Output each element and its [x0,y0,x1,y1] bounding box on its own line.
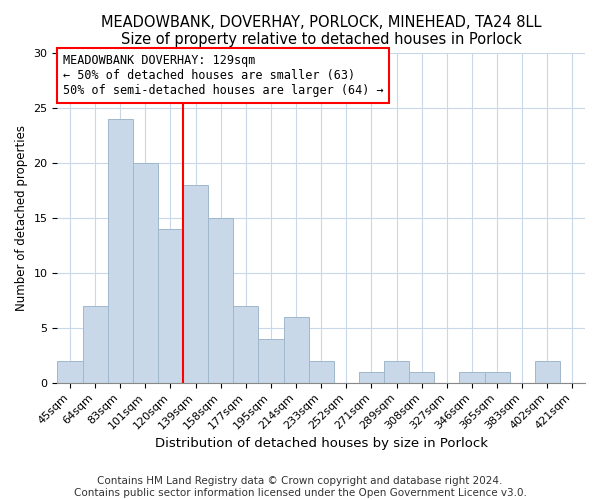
Bar [83,306,107,382]
Title: MEADOWBANK, DOVERHAY, PORLOCK, MINEHEAD, TA24 8LL
Size of property relative to d: MEADOWBANK, DOVERHAY, PORLOCK, MINEHEAD,… [101,15,541,48]
Bar [133,162,158,382]
Text: Contains HM Land Registry data © Crown copyright and database right 2024.
Contai: Contains HM Land Registry data © Crown c… [74,476,526,498]
Text: MEADOWBANK DOVERHAY: 129sqm
← 50% of detached houses are smaller (63)
50% of sem: MEADOWBANK DOVERHAY: 129sqm ← 50% of det… [62,54,383,98]
Bar [58,360,83,382]
Bar [208,218,233,382]
Bar [158,228,183,382]
Bar [460,372,485,382]
Y-axis label: Number of detached properties: Number of detached properties [15,124,28,310]
Bar [183,184,208,382]
Bar [359,372,384,382]
Bar [535,360,560,382]
Bar [233,306,259,382]
Bar [485,372,509,382]
Bar [409,372,434,382]
Bar [284,316,308,382]
X-axis label: Distribution of detached houses by size in Porlock: Distribution of detached houses by size … [155,437,488,450]
Bar [259,338,284,382]
Bar [107,118,133,382]
Bar [308,360,334,382]
Bar [384,360,409,382]
